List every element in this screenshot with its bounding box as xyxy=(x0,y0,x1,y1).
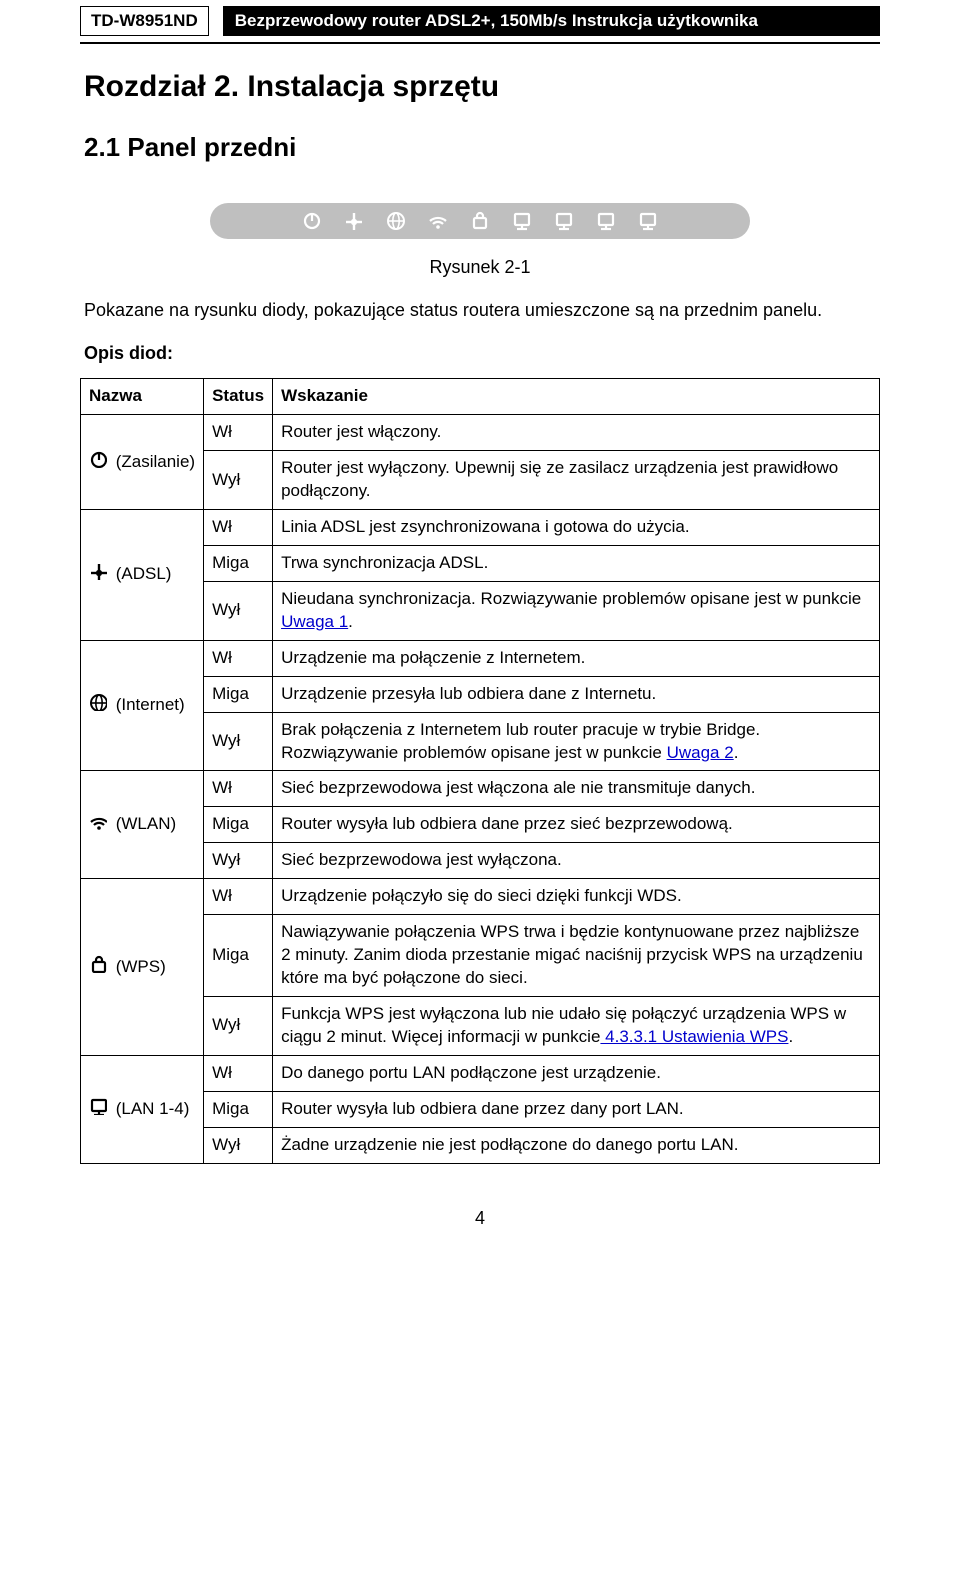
intro-paragraph: Pokazane na rysunku diody, pokazujące st… xyxy=(84,298,880,323)
indication-cell: Router jest włączony. xyxy=(273,415,880,451)
status-cell: Miga xyxy=(204,545,273,581)
status-cell: Wył xyxy=(204,712,273,771)
table-row: (Zasilanie)WłRouter jest włączony. xyxy=(81,415,880,451)
status-cell: Wył xyxy=(204,1127,273,1163)
section-heading: 2.1 Panel przedni xyxy=(84,132,880,163)
table-row: (Internet)WłUrządzenie ma połączenie z I… xyxy=(81,640,880,676)
status-cell: Miga xyxy=(204,676,273,712)
th-status: Status xyxy=(204,379,273,415)
status-cell: Wł xyxy=(204,1055,273,1091)
name-cell: (WPS) xyxy=(81,879,204,1056)
table-row: (ADSL)WłLinia ADSL jest zsynchronizowana… xyxy=(81,509,880,545)
power-icon xyxy=(302,211,322,231)
name-cell: (ADSL) xyxy=(81,509,204,640)
name-label: (Internet) xyxy=(111,695,185,714)
internet-icon xyxy=(386,211,406,231)
indication-cell: Urządzenie ma połączenie z Internetem. xyxy=(273,640,880,676)
lan-icon xyxy=(596,211,616,231)
indication-cell: Urządzenie przesyła lub odbiera dane z I… xyxy=(273,676,880,712)
status-cell: Wł xyxy=(204,415,273,451)
wlan-icon xyxy=(89,812,107,837)
indication-cell: Sieć bezprzewodowa jest wyłączona. xyxy=(273,843,880,879)
doc-title: Bezprzewodowy router ADSL2+, 150Mb/s Ins… xyxy=(223,6,880,36)
lan-icon xyxy=(554,211,574,231)
indication-cell: Router wysyła lub odbiera dane przez dan… xyxy=(273,1091,880,1127)
indication-cell: Do danego portu LAN podłączone jest urzą… xyxy=(273,1055,880,1091)
status-cell: Wł xyxy=(204,771,273,807)
table-row: (WLAN)WłSieć bezprzewodowa jest włączona… xyxy=(81,771,880,807)
cross-ref-link[interactable]: 4.3.3.1 Ustawienia WPS xyxy=(600,1027,788,1046)
status-cell: Wył xyxy=(204,451,273,510)
table-row: (WPS)WłUrządzenie połączyło się do sieci… xyxy=(81,879,880,915)
name-label: (WLAN) xyxy=(111,814,176,833)
name-cell: (Internet) xyxy=(81,640,204,771)
wps-icon xyxy=(89,955,107,980)
table-row: (LAN 1-4)WłDo danego portu LAN podłączon… xyxy=(81,1055,880,1091)
page-header: TD-W8951ND Bezprzewodowy router ADSL2+, … xyxy=(80,0,880,44)
status-cell: Wył xyxy=(204,997,273,1056)
status-cell: Miga xyxy=(204,807,273,843)
name-cell: (Zasilanie) xyxy=(81,415,204,510)
name-cell: (WLAN) xyxy=(81,771,204,879)
indication-cell: Żadne urządzenie nie jest podłączone do … xyxy=(273,1127,880,1163)
chapter-heading: Rozdział 2. Instalacja sprzętu xyxy=(84,70,880,104)
name-label: (LAN 1-4) xyxy=(111,1099,189,1118)
name-label: (ADSL) xyxy=(111,564,171,583)
status-cell: Wył xyxy=(204,581,273,640)
adsl-icon xyxy=(344,211,364,231)
indication-cell: Router wysyła lub odbiera dane przez sie… xyxy=(273,807,880,843)
model-number: TD-W8951ND xyxy=(80,6,209,36)
power-icon xyxy=(89,450,107,475)
indication-cell: Sieć bezprzewodowa jest włączona ale nie… xyxy=(273,771,880,807)
table-intro-label: Opis diod: xyxy=(84,343,880,364)
status-cell: Wł xyxy=(204,509,273,545)
indication-cell: Brak połączenia z Internetem lub router … xyxy=(273,712,880,771)
adsl-icon xyxy=(89,562,107,587)
indication-cell: Linia ADSL jest zsynchronizowana i gotow… xyxy=(273,509,880,545)
name-label: (Zasilanie) xyxy=(111,452,195,471)
status-cell: Miga xyxy=(204,1091,273,1127)
indication-cell: Router jest wyłączony. Upewnij się ze za… xyxy=(273,451,880,510)
internet-icon xyxy=(89,693,107,718)
indication-cell: Funkcja WPS jest wyłączona lub nie udało… xyxy=(273,997,880,1056)
lan-icon xyxy=(512,211,532,231)
status-cell: Wł xyxy=(204,640,273,676)
indication-cell: Nieudana synchronizacja. Rozwiązywanie p… xyxy=(273,581,880,640)
lan-icon xyxy=(89,1097,107,1122)
status-cell: Wył xyxy=(204,843,273,879)
wps-icon xyxy=(470,211,490,231)
name-cell: (LAN 1-4) xyxy=(81,1055,204,1163)
led-table: Nazwa Status Wskazanie (Zasilanie)WłRout… xyxy=(80,378,880,1164)
indication-cell: Nawiązywanie połączenia WPS trwa i będzi… xyxy=(273,915,880,997)
indication-cell: Urządzenie połączyło się do sieci dzięki… xyxy=(273,879,880,915)
lan-icon xyxy=(638,211,658,231)
status-cell: Miga xyxy=(204,915,273,997)
status-cell: Wł xyxy=(204,879,273,915)
wlan-icon xyxy=(428,211,448,231)
th-name: Nazwa xyxy=(81,379,204,415)
name-label: (WPS) xyxy=(111,957,166,976)
th-indication: Wskazanie xyxy=(273,379,880,415)
front-panel-graphic xyxy=(210,203,750,239)
cross-ref-link[interactable]: Uwaga 2 xyxy=(667,743,734,762)
indication-cell: Trwa synchronizacja ADSL. xyxy=(273,545,880,581)
figure-caption: Rysunek 2-1 xyxy=(80,257,880,278)
page-number: 4 xyxy=(80,1208,880,1229)
cross-ref-link[interactable]: Uwaga 1 xyxy=(281,612,348,631)
